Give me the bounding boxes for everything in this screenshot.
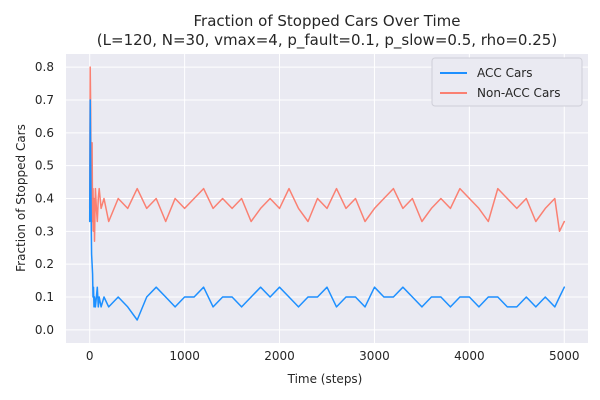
y-tick-label: 0.2	[35, 257, 54, 271]
chart-subtitle: (L=120, N=30, vmax=4, p_fault=0.1, p_slo…	[97, 31, 557, 50]
x-tick-label: 2000	[264, 349, 295, 363]
x-tick-label: 5000	[549, 349, 580, 363]
y-tick-label: 0.0	[35, 323, 54, 337]
y-tick-label: 0.8	[35, 60, 54, 74]
legend-label-non-acc: Non-ACC Cars	[477, 86, 560, 100]
x-tick-label: 3000	[359, 349, 390, 363]
y-tick-label: 0.7	[35, 93, 54, 107]
legend-box	[431, 57, 583, 107]
y-axis-label: Fraction of Stopped Cars	[14, 124, 28, 272]
x-tick-label: 0	[86, 349, 94, 363]
chart-title: Fraction of Stopped Cars Over Time	[194, 12, 461, 30]
y-tick-label: 0.3	[35, 224, 54, 238]
y-tick-label: 0.5	[35, 159, 54, 173]
series-line-acc-cars	[88, 99, 566, 321]
legend: ACC Cars Non-ACC Cars	[431, 57, 583, 107]
y-tick-label: 0.6	[35, 126, 54, 140]
y-tick-label: 0.4	[35, 192, 54, 206]
tick-labels: 0 1000 2000 3000 4000 5000 0.0 0.1 0.2 0.3 0.4 0.5 0…	[35, 60, 580, 363]
x-axis-label: Time (steps)	[287, 372, 363, 386]
y-tick-label: 0.1	[35, 290, 54, 304]
series-line-non-acc-cars	[88, 66, 566, 242]
series-layer	[88, 66, 566, 321]
x-tick-label: 4000	[454, 349, 485, 363]
x-tick-label: 1000	[169, 349, 200, 363]
legend-label-acc: ACC Cars	[477, 66, 533, 80]
